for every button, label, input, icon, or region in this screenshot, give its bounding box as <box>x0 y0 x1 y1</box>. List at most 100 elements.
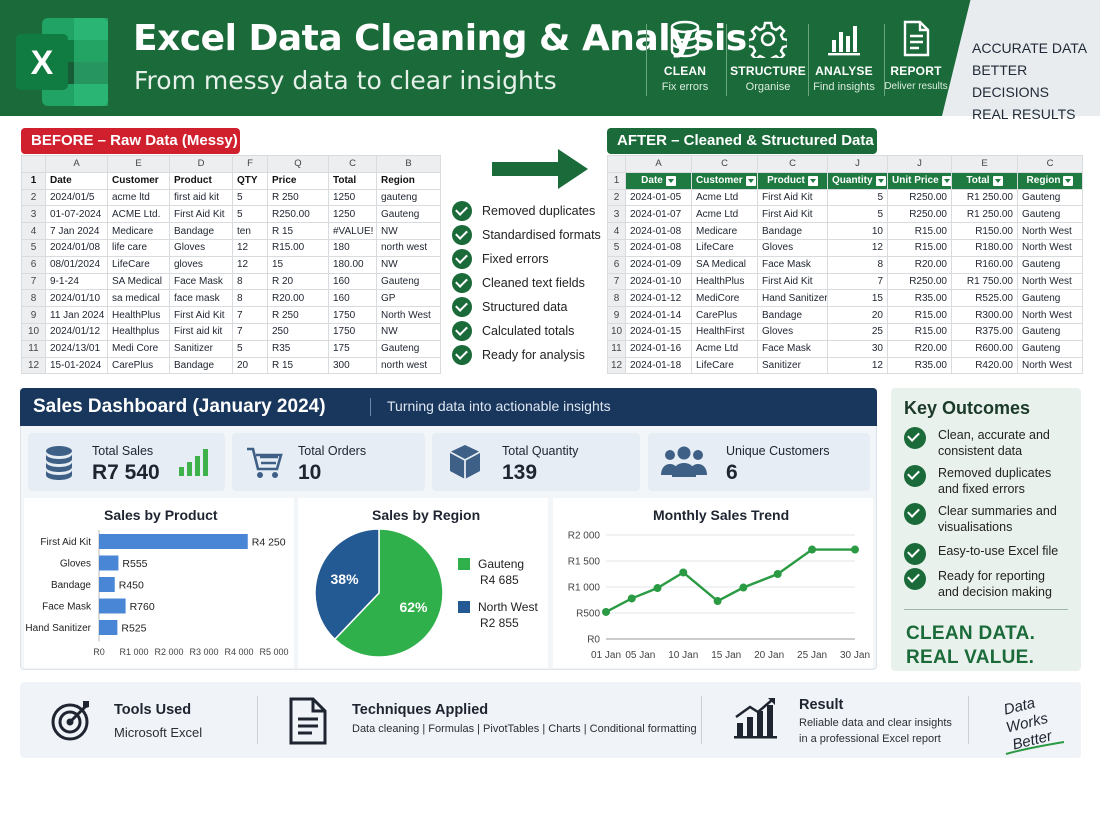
column-letter: C <box>757 155 828 173</box>
check-circle-icon <box>904 465 926 487</box>
column-header-text: Region <box>381 175 415 187</box>
category-label: First Aid Kit <box>40 537 91 548</box>
table-cell: 7 <box>232 322 268 341</box>
table-cell: 7 <box>827 272 888 291</box>
column-header[interactable]: Product <box>757 171 828 190</box>
table-cell: Sanitizer <box>169 339 233 358</box>
logo-letter: X <box>31 44 54 82</box>
column-letter: C <box>328 155 377 173</box>
table-cell: R 15 <box>267 222 329 240</box>
table-cell: North West <box>1017 272 1083 291</box>
table-cell: 12 <box>827 356 888 375</box>
check-circle-icon <box>452 297 472 317</box>
table-cell: R1 750.00 <box>951 272 1018 291</box>
table-cell: 12 <box>232 238 268 257</box>
table-cell: R420.00 <box>951 356 1018 375</box>
x-tick-label: R1 000 <box>119 647 148 657</box>
table-cell: Acme Ltd <box>691 339 758 358</box>
table-cell: R15.00 <box>267 238 329 257</box>
table-cell: R250.00 <box>887 205 952 224</box>
row-number: 4 <box>607 222 626 240</box>
table-row: 11 2024-01-16 Acme Ltd Face Mask 30 R20.00 R60… <box>607 339 1083 358</box>
table-cell: Healthplus <box>107 322 170 341</box>
monthly-sales-trend-panel: Monthly Sales Trend R0 R500 R1 000 R1 500 R2… <box>553 498 873 668</box>
table-cell: R525.00 <box>951 289 1018 308</box>
tools-value: Microsoft Excel <box>114 725 203 740</box>
outcome-line: and decision making <box>938 585 1052 599</box>
table-cell: First Aid Kit <box>169 205 233 224</box>
bar <box>99 620 118 635</box>
filter-dropdown-icon[interactable] <box>1063 175 1074 186</box>
table-cell: SA Medical <box>691 255 758 274</box>
table-cell: Face Mask <box>169 272 233 291</box>
table-row: 6 08/01/2024 LifeCare gloves 12 15 180.00 NW <box>21 255 441 274</box>
row-number: 7 <box>21 272 46 291</box>
table-cell: R250.00 <box>267 205 329 224</box>
table-cell: First Aid Kit <box>169 306 233 324</box>
table-cell: 2024/13/01 <box>45 339 108 358</box>
table-cell: R600.00 <box>951 339 1018 358</box>
chart-title: Sales by Region <box>372 507 481 523</box>
check-circle-icon <box>452 225 472 245</box>
checklist-item: Structured data <box>452 295 607 319</box>
table-cell: Gauteng <box>376 205 441 224</box>
footer-divider <box>968 696 969 744</box>
table-cell: #VALUE! <box>328 222 377 240</box>
column-header[interactable]: Date <box>625 171 692 190</box>
row-number: 2 <box>21 188 46 207</box>
category-label: Bandage <box>51 580 91 591</box>
column-header[interactable]: Customer <box>691 171 758 190</box>
column-header[interactable]: Region <box>1017 171 1083 190</box>
data-label: R760 <box>130 601 155 613</box>
table-cell: 2024-01-12 <box>625 289 692 308</box>
filter-dropdown-icon[interactable] <box>665 175 676 186</box>
table-cell: 11 Jan 2024 <box>45 306 108 324</box>
filter-dropdown-icon[interactable] <box>875 175 886 186</box>
footer-bar <box>20 682 1081 758</box>
table-cell: north west <box>376 356 441 375</box>
table-cell: LifeCare <box>691 356 758 375</box>
filter-dropdown-icon[interactable] <box>807 175 818 186</box>
table-cell: North West <box>1017 306 1083 324</box>
column-header[interactable]: Quantity <box>827 171 888 190</box>
table-cell: 2024-01-18 <box>625 356 692 375</box>
filter-dropdown-icon[interactable] <box>941 175 951 186</box>
table-row: 10 2024/01/12 Healthplus First aid kit 7 250 1… <box>21 322 441 341</box>
outcome-item: Ready for reporting and decision making <box>904 568 1074 600</box>
data-label: R525 <box>121 623 146 635</box>
column-letter: B <box>376 155 441 173</box>
table-cell: R15.00 <box>887 322 952 341</box>
x-tick-label: R4 000 <box>224 647 253 657</box>
table-cell: Gauteng <box>1017 188 1083 207</box>
checklist-label: Structured data <box>482 300 568 314</box>
row-number: 7 <box>607 272 626 291</box>
check-circle-icon <box>452 201 472 221</box>
sales-by-region-panel: Sales by Region 62% 38% Gauteng R4 685 North… <box>298 498 548 668</box>
sales-by-region-chart: 62% 38% Gauteng R4 685 North West R2 855 <box>314 528 538 658</box>
table-cell: North West <box>376 306 441 324</box>
outcome-line: Ready for reporting <box>938 569 1046 583</box>
check-circle-icon <box>452 273 472 293</box>
data-works-better-signature: Data Works Better <box>1002 694 1065 755</box>
check-circle-icon <box>904 543 926 565</box>
table-cell: HealthFirst <box>691 322 758 341</box>
table-cell: north west <box>376 238 441 257</box>
kpi-value: 10 <box>298 461 322 484</box>
table-cell: 2024/01/12 <box>45 322 108 341</box>
table-cell: 15 <box>267 255 329 274</box>
data-point <box>602 607 610 616</box>
outcome-line: Removed duplicates <box>938 466 1052 480</box>
checklist-item: Cleaned text fields <box>452 271 607 295</box>
column-header[interactable]: Unit Price <box>887 171 952 190</box>
row-number: 9 <box>21 306 46 324</box>
row-number: 3 <box>607 205 626 224</box>
table-row: 12 2024-01-18 LifeCare Sanitizer 12 R35.00 R42… <box>607 356 1083 375</box>
table-cell: 2024-01-16 <box>625 339 692 358</box>
filter-dropdown-icon[interactable] <box>992 175 1003 186</box>
row-number: 3 <box>21 205 46 224</box>
filter-dropdown-icon[interactable] <box>745 175 756 186</box>
table-cell: R375.00 <box>951 322 1018 341</box>
table-row: 7 2024-01-10 HealthPlus First Aid Kit 7 R250.… <box>607 272 1083 291</box>
table-cell: Acme Ltd <box>691 188 758 207</box>
column-header[interactable]: Total <box>951 171 1018 190</box>
